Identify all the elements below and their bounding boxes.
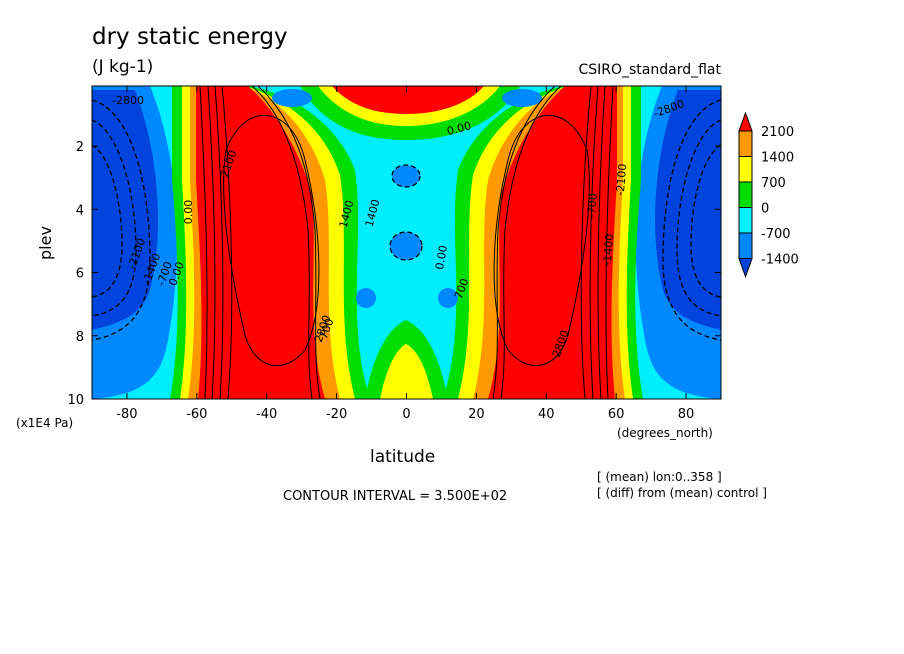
fill-region-right-core [501,124,583,358]
contour-line-dashed [690,144,721,298]
colorbar-swatch [738,130,753,157]
x-tick-label: -60 [186,407,207,422]
contour-line [605,86,614,399]
contour-label: -2800 [112,94,144,107]
y-tick-label: 10 [67,393,84,408]
blob-center-mid [390,232,422,260]
x-axis-label: latitude [370,447,436,467]
fill-region-left-dark [92,90,158,330]
contour-label: -1400 [601,233,617,266]
colorbar-label: -1400 [761,253,799,268]
colorbar-bottom-arrow [738,258,753,278]
x-tick-label: 0 [402,407,410,422]
blob-top-right [502,89,542,107]
fill-region-bottom-yellow [380,344,433,399]
x-axis-ticks: -80 -60 -40 -20 0 20 40 60 80 [116,86,694,422]
x-tick-label: -40 [256,407,277,422]
contour-interval: CONTOUR INTERVAL = 3.500E+02 [283,489,508,504]
contour-line-dashed [662,99,721,341]
x-axis-unit: (degrees_north) [617,426,713,440]
fill-region-top-red [332,86,484,114]
colorbar-legend: 2100 1400 700 0 -700 -1400 [738,111,799,278]
blob-center-right [438,288,458,308]
contour-line-dashed [389,231,423,261]
contour-line-dashed [391,164,421,188]
y-tick-label: 2 [76,140,84,155]
x-tick-label: 20 [468,407,485,422]
y-tick-label: 6 [76,267,84,282]
colorbar-swatch [738,156,753,183]
contour-label: 0.00 [433,244,450,270]
x-tick-label: 80 [678,407,695,422]
contour-line-dashed [92,119,137,317]
x-tick-label: 60 [608,407,625,422]
contour-line [223,114,320,367]
contour-line [214,86,224,399]
contour-line-dashed [92,144,123,298]
fill-region-right-dark [655,90,721,330]
contour-label: 0.00 [182,200,195,225]
model-name: CSIRO_standard_flat [578,62,721,78]
contour-line [221,86,233,399]
contour-line [199,86,208,399]
contour-line [580,86,592,399]
blob-center-top [392,165,420,187]
contour-line [492,86,556,399]
colorbar-top-arrow [738,111,753,132]
contour-line [257,86,321,399]
contour-label: -700 [585,193,600,219]
fill-region-left-core [230,124,312,358]
contour-line-dashed [676,119,721,317]
plot-area [92,86,721,399]
colorbar-swatch [738,181,753,208]
contour-line [207,86,216,399]
x-tick-label: 40 [538,407,555,422]
blob-center-left [356,288,376,308]
y-axis-ticks: 2 4 6 8 10 [67,140,721,408]
colorbar-swatch [738,232,753,259]
colorbar-swatch [738,207,753,234]
x-tick-label: -20 [326,407,347,422]
y-tick-label: 4 [76,203,84,218]
contour-line [597,86,606,399]
x-tick-label: -80 [116,407,137,422]
note-diff: [ (diff) from (mean) control ] [597,486,767,500]
contour-line [589,86,599,399]
colorbar-label: 0 [761,202,769,217]
blob-top-left [272,89,312,107]
colorbar-label: -700 [761,227,791,242]
colorbar-label: 2100 [761,125,794,140]
contour-line [251,86,313,399]
contour-line [493,114,590,367]
contour-label: -2100 [614,163,630,196]
contour-line [500,86,562,399]
chart-title: dry static energy [92,24,288,50]
contour-line-dashed [92,99,151,341]
contour-label: 0.00 [446,119,473,138]
y-axis-unit: (x1E4 Pa) [16,416,74,430]
y-tick-label: 8 [76,330,84,345]
colorbar-label: 1400 [761,151,794,166]
note-mean: [ (mean) lon:0..358 ] [597,470,722,484]
chart-units: (J kg-1) [92,57,154,77]
colorbar-label: 700 [761,176,786,191]
